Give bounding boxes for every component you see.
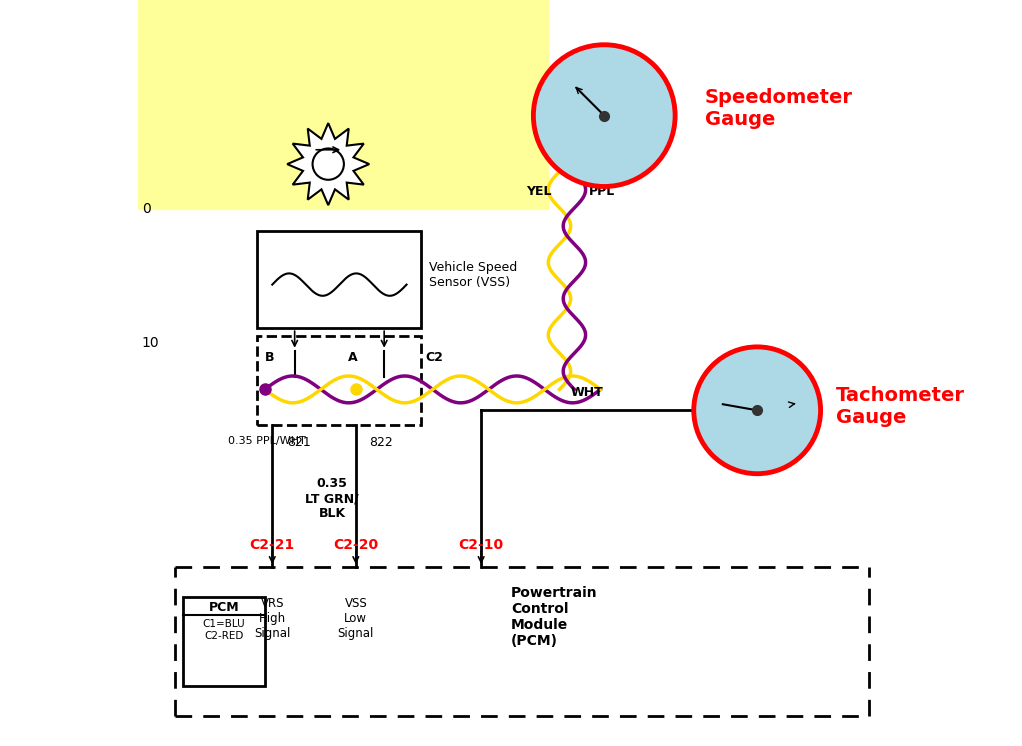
Text: Tachometer
Gauge: Tachometer Gauge [836, 386, 965, 427]
Text: YEL: YEL [526, 185, 552, 198]
Text: PCM: PCM [208, 601, 239, 613]
Polygon shape [287, 123, 369, 205]
Text: PPL: PPL [590, 185, 615, 198]
FancyBboxPatch shape [258, 231, 421, 328]
Text: C2: C2 [425, 351, 444, 363]
Text: C2-10: C2-10 [459, 538, 504, 552]
Text: 10: 10 [142, 336, 159, 350]
Text: Powertrain
Control
Module
(PCM): Powertrain Control Module (PCM) [511, 586, 598, 648]
Text: C2-20: C2-20 [333, 538, 378, 552]
Text: 821: 821 [287, 436, 311, 449]
FancyBboxPatch shape [138, 0, 548, 209]
Text: 0.35
LT GRN/
BLK: 0.35 LT GRN/ BLK [306, 477, 359, 521]
Text: 822: 822 [369, 436, 393, 449]
Circle shape [533, 45, 676, 186]
Text: C1=BLU
C2-RED: C1=BLU C2-RED [202, 619, 245, 641]
Text: C2-21: C2-21 [249, 538, 295, 552]
Circle shape [694, 347, 821, 474]
Text: Vehicle Speed
Sensor (VSS): Vehicle Speed Sensor (VSS) [429, 261, 517, 289]
Text: B: B [265, 351, 274, 363]
Circle shape [313, 148, 343, 180]
Text: 0.35 PPL/WHT: 0.35 PPL/WHT [228, 436, 306, 446]
Text: VSS
Low
Signal: VSS Low Signal [337, 597, 374, 640]
Text: WHT: WHT [571, 386, 604, 399]
Text: A: A [347, 351, 358, 363]
FancyBboxPatch shape [183, 597, 265, 686]
Text: 0: 0 [142, 202, 150, 216]
FancyBboxPatch shape [258, 336, 421, 425]
Text: VRS
High
Signal: VRS High Signal [254, 597, 290, 640]
Text: Speedometer
Gauge: Speedometer Gauge [705, 88, 853, 128]
